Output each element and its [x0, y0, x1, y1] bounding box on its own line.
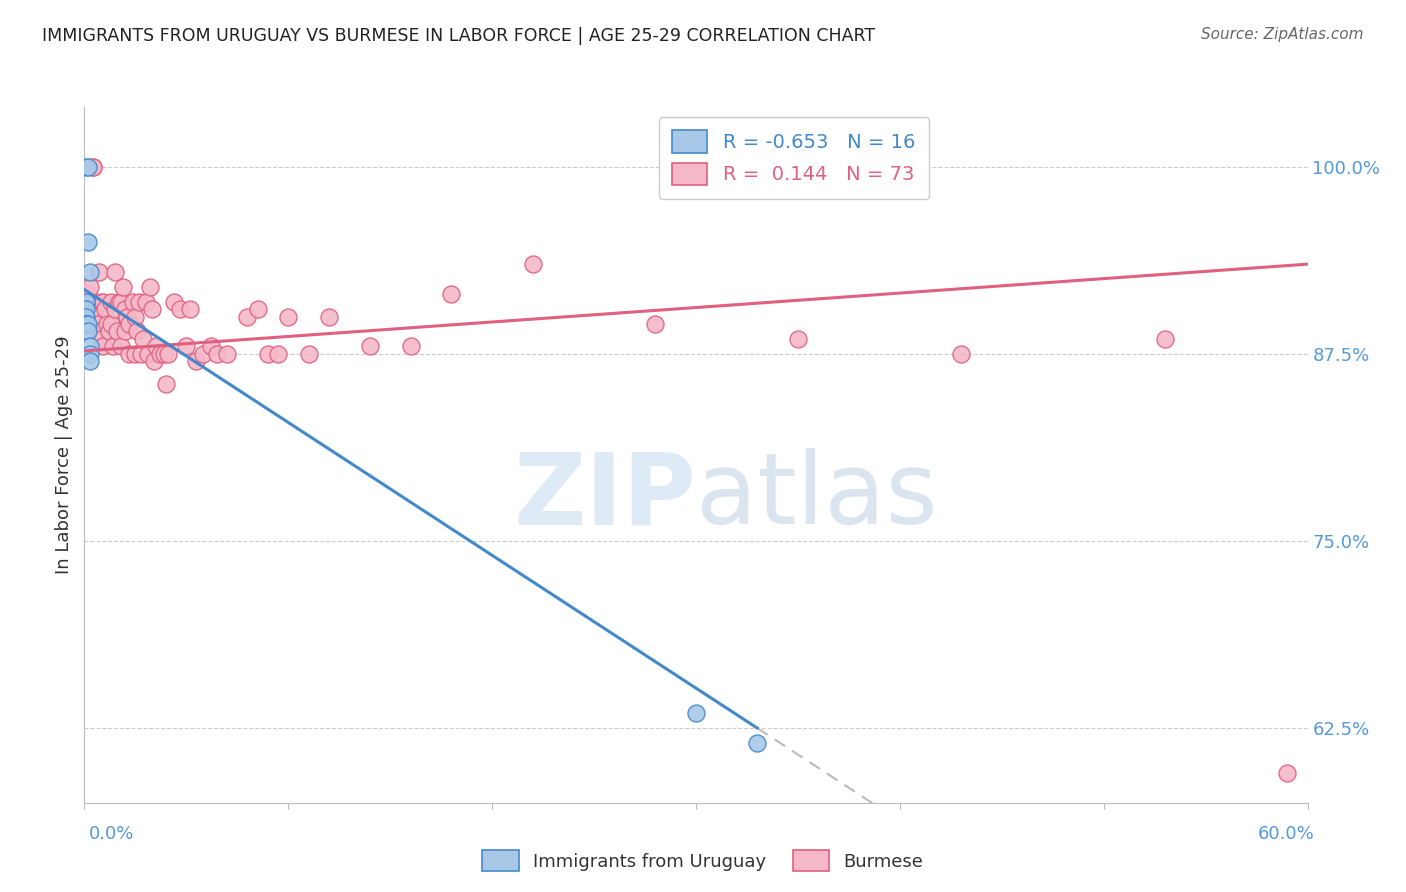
Point: [97, 325, 120, 339]
Point: [93, 301, 117, 316]
Point: [79, 279, 101, 293]
Point: [747, 736, 769, 750]
Legend: Immigrants from Uruguay, Burmese: Immigrants from Uruguay, Burmese: [475, 843, 931, 879]
Point: [114, 325, 136, 339]
Point: [142, 354, 165, 368]
Point: [118, 317, 141, 331]
Point: [90, 294, 112, 309]
Point: [127, 325, 149, 339]
Text: IMMIGRANTS FROM URUGUAY VS BURMESE IN LABOR FORCE | AGE 25-29 CORRELATION CHART: IMMIGRANTS FROM URUGUAY VS BURMESE IN LA…: [42, 27, 876, 45]
Point: [79, 339, 101, 353]
Point: [90, 332, 112, 346]
Point: [108, 294, 131, 309]
Point: [82, 160, 104, 174]
Point: [163, 294, 186, 309]
Point: [136, 347, 159, 361]
Point: [77, 287, 100, 301]
Point: [87, 325, 110, 339]
Point: [96, 317, 118, 331]
Point: [132, 332, 155, 346]
Point: [217, 347, 239, 361]
Point: [83, 301, 105, 316]
Point: [359, 339, 381, 353]
Point: [91, 294, 114, 309]
Point: [112, 279, 135, 293]
Text: atlas: atlas: [696, 448, 938, 545]
Point: [101, 339, 124, 353]
Point: [110, 294, 132, 309]
Point: [246, 301, 269, 316]
Point: [75, 160, 97, 174]
Point: [267, 347, 290, 361]
Point: [79, 265, 101, 279]
Point: [75, 301, 97, 316]
Point: [124, 310, 146, 324]
Legend: R = -0.653   N = 16, R =  0.144   N = 73: R = -0.653 N = 16, R = 0.144 N = 73: [659, 117, 929, 199]
Point: [105, 325, 128, 339]
Point: [79, 347, 101, 361]
Point: [787, 332, 810, 346]
Point: [77, 317, 100, 331]
Point: [75, 317, 97, 331]
Point: [522, 257, 544, 271]
Text: Source: ZipAtlas.com: Source: ZipAtlas.com: [1201, 27, 1364, 42]
Point: [75, 317, 97, 331]
Point: [1277, 765, 1299, 780]
Point: [145, 339, 167, 353]
Point: [77, 160, 100, 174]
Point: [200, 339, 222, 353]
Point: [179, 301, 201, 316]
Point: [399, 339, 422, 353]
Point: [104, 265, 127, 279]
Point: [141, 301, 163, 316]
Point: [205, 347, 228, 361]
Y-axis label: In Labor Force | Age 25-29: In Labor Force | Age 25-29: [55, 335, 73, 574]
Point: [153, 347, 176, 361]
Point: [440, 287, 463, 301]
Point: [298, 347, 321, 361]
Point: [318, 310, 340, 324]
Point: [122, 294, 145, 309]
Point: [82, 160, 104, 174]
Point: [91, 339, 114, 353]
Point: [77, 325, 100, 339]
Point: [176, 339, 198, 353]
Point: [75, 294, 97, 309]
Point: [191, 347, 214, 361]
Point: [100, 317, 122, 331]
Point: [86, 317, 108, 331]
Point: [277, 310, 299, 324]
Point: [257, 347, 280, 361]
Point: [118, 347, 141, 361]
Point: [149, 347, 172, 361]
Point: [1154, 332, 1177, 346]
Point: [644, 317, 666, 331]
Point: [75, 294, 97, 309]
Point: [100, 294, 122, 309]
Point: [186, 354, 208, 368]
Point: [77, 235, 100, 249]
Point: [124, 347, 146, 361]
Point: [87, 265, 110, 279]
Point: [138, 279, 160, 293]
Point: [110, 339, 132, 353]
Point: [156, 347, 179, 361]
Point: [79, 354, 101, 368]
Point: [75, 310, 97, 324]
Text: 0.0%: 0.0%: [89, 825, 134, 843]
Point: [169, 301, 191, 316]
Point: [131, 347, 153, 361]
Point: [135, 294, 157, 309]
Point: [950, 347, 973, 361]
Point: [236, 310, 259, 324]
Point: [685, 706, 707, 720]
Point: [115, 310, 138, 324]
Point: [104, 301, 127, 316]
Point: [155, 376, 177, 391]
Point: [114, 301, 136, 316]
Text: 60.0%: 60.0%: [1258, 825, 1315, 843]
Text: ZIP: ZIP: [513, 448, 696, 545]
Point: [128, 294, 150, 309]
